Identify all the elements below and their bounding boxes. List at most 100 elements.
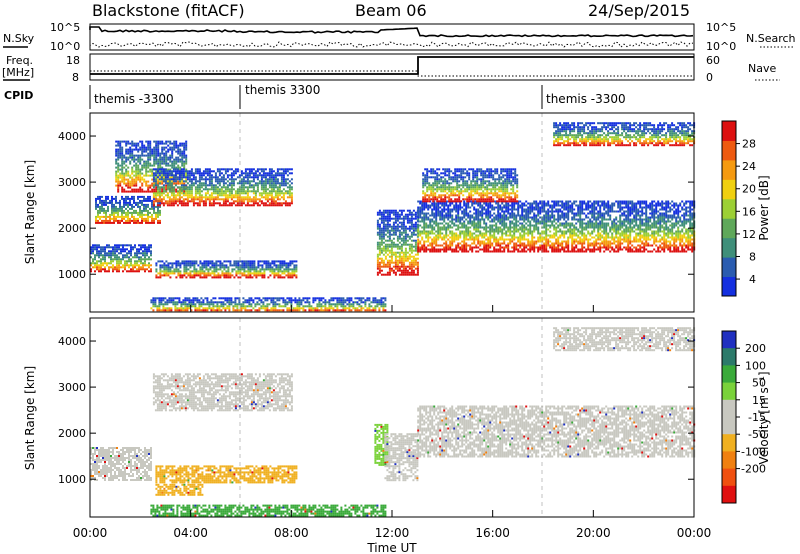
scatter-cell (443, 216, 446, 219)
scatter-cell (155, 158, 158, 161)
scatter-cell (112, 254, 114, 257)
scatter-cell (262, 172, 265, 175)
scatter-cell (495, 202, 498, 205)
scatter-cell (112, 260, 114, 263)
scatter-cell (376, 305, 379, 308)
scatter-cell (167, 158, 170, 161)
scatter-cell (471, 238, 474, 241)
scatter-cell (382, 309, 385, 312)
scatter-cell (139, 195, 141, 198)
scatter-cell (439, 248, 442, 251)
scatter-cell (145, 217, 147, 220)
scatter-cell (119, 180, 122, 183)
scatter-cell (270, 190, 273, 193)
scatter-cell (139, 178, 142, 181)
scatter-cell (210, 180, 213, 183)
scatter-cell (509, 232, 512, 235)
scatter-cell (198, 188, 201, 191)
scatter-cell (503, 210, 506, 213)
scatter-cell (270, 172, 273, 175)
scatter-cell (121, 190, 124, 193)
scatter-cell (437, 224, 440, 227)
scatter-cell (164, 194, 167, 197)
scatter-cell (136, 268, 138, 271)
scatter-cell (218, 305, 221, 308)
scatter-cell (174, 174, 177, 177)
scatter-cell (366, 309, 369, 312)
scatter-cell (232, 307, 235, 310)
scatter-cell (107, 197, 109, 200)
scatter-cell (133, 201, 135, 204)
cpid-segment-2: themis 3300 (245, 83, 320, 97)
scatter-cell (342, 303, 345, 306)
scatter-cell (412, 263, 415, 266)
scatter-cell (185, 260, 188, 263)
scatter-cell (251, 264, 254, 267)
scatter-cell (417, 242, 420, 245)
scatter-cell (228, 305, 231, 308)
scatter-cell (218, 190, 221, 193)
scatter-cell (151, 188, 154, 191)
scatter-cell (103, 211, 105, 214)
scatter-cell (479, 204, 482, 207)
scatter-cell (417, 228, 420, 231)
scatter-cell (235, 270, 238, 273)
scatter-cell (376, 263, 379, 266)
scatter-cell (156, 204, 159, 207)
scatter-cell (119, 174, 122, 177)
scatter-cell (180, 192, 183, 195)
scatter-cell (459, 204, 462, 207)
scatter-cell (238, 297, 241, 300)
scatter-cell (302, 309, 305, 312)
scatter-cell (184, 309, 187, 312)
scatter-cell (149, 154, 152, 157)
scatter-cell (175, 260, 178, 263)
scatter-cell (390, 211, 393, 214)
scatter-cell (103, 219, 105, 222)
scatter-cell (483, 242, 486, 245)
scatter-cell (169, 140, 172, 143)
scatter-cell (115, 144, 118, 147)
scatter-cell (535, 224, 538, 227)
scatter-cell (258, 192, 261, 195)
scatter-cell (214, 301, 217, 304)
scatter-cell (228, 309, 231, 312)
scatter-cell (320, 303, 323, 306)
scatter-cell (481, 214, 484, 217)
scatter-cell (179, 150, 182, 153)
nsky-tick-top: 10^5 (50, 21, 80, 34)
scatter-cell (481, 204, 484, 207)
scatter-cell (135, 170, 138, 173)
scatter-cell (378, 211, 381, 214)
scatter-cell (198, 168, 201, 171)
scatter-cell (212, 301, 215, 304)
scatter-cell (92, 252, 94, 255)
scatter-cell (419, 232, 422, 235)
scatter-cell (132, 256, 134, 259)
scatter-cell (142, 268, 144, 271)
scatter-cell (196, 184, 199, 187)
scatter-cell (513, 246, 516, 249)
scatter-cell (188, 176, 191, 179)
scatter-cell (250, 198, 253, 201)
scatter-cell (272, 186, 275, 189)
scatter-cell (208, 202, 211, 205)
scatter-cell (414, 227, 417, 230)
scatter-cell (194, 172, 197, 175)
scatter-cell (236, 198, 239, 201)
scatter-cell (386, 215, 389, 218)
scatter-cell (288, 307, 291, 310)
scatter-cell (240, 307, 243, 310)
scatter-cell (388, 259, 391, 262)
scatter-cell (344, 301, 347, 304)
scatter-cell (390, 255, 393, 258)
scatter-cell (382, 235, 385, 238)
scatter-cell (406, 269, 409, 272)
scatter-cell (491, 250, 494, 253)
scatter-cell (104, 270, 106, 273)
scatter-cell (137, 172, 140, 175)
scatter-cell (151, 217, 153, 220)
scatter-cell (467, 220, 470, 223)
scatter-cell (112, 252, 114, 255)
scatter-cell (104, 252, 106, 255)
